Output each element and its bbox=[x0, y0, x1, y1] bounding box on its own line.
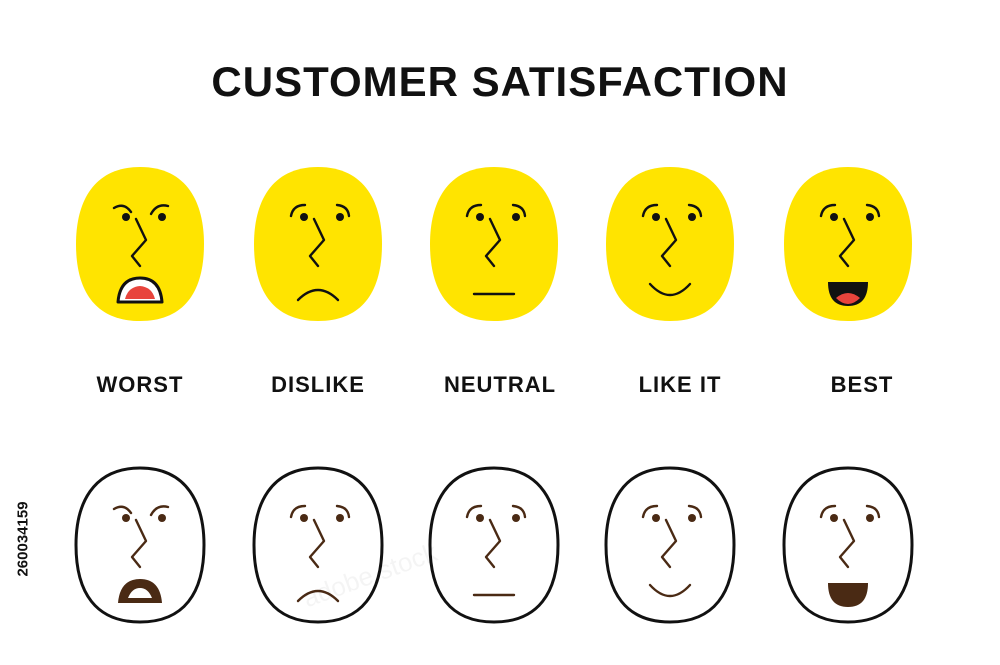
right-eye bbox=[688, 514, 696, 522]
outline-dislike-face-icon bbox=[252, 466, 384, 624]
right-eye bbox=[866, 213, 874, 221]
mouth-smile bbox=[648, 583, 692, 598]
left-brow bbox=[289, 203, 307, 218]
face-head bbox=[430, 167, 558, 321]
face-head bbox=[604, 466, 736, 624]
mouth-teeth bbox=[128, 588, 152, 598]
mouth-open-smile bbox=[828, 583, 868, 607]
right-eye bbox=[866, 514, 874, 522]
nose bbox=[660, 217, 678, 268]
yellow-best-face-icon bbox=[784, 167, 912, 321]
nose bbox=[838, 217, 856, 268]
left-eye bbox=[830, 213, 838, 221]
mouth-tongue bbox=[836, 293, 860, 304]
right-brow bbox=[149, 204, 170, 216]
left-eye bbox=[652, 213, 660, 221]
left-brow bbox=[289, 504, 307, 519]
right-brow bbox=[865, 203, 881, 218]
nose bbox=[130, 217, 148, 268]
face-head bbox=[76, 167, 204, 321]
rating-labels: WORST DISLIKE NEUTRAL LIKE IT BEST bbox=[0, 372, 1000, 402]
left-eye bbox=[122, 514, 130, 522]
rating-label-best: BEST bbox=[830, 372, 894, 397]
left-eye bbox=[830, 514, 838, 522]
left-eye bbox=[300, 514, 308, 522]
right-brow bbox=[511, 504, 527, 519]
outline-neutral-face-icon bbox=[428, 466, 560, 624]
face-head bbox=[74, 466, 206, 624]
face-head bbox=[606, 167, 734, 321]
left-brow bbox=[641, 203, 659, 218]
nose bbox=[838, 518, 856, 569]
left-eye bbox=[652, 514, 660, 522]
right-eye bbox=[158, 213, 166, 221]
right-eye bbox=[336, 213, 344, 221]
right-eye bbox=[688, 213, 696, 221]
mouth-smile bbox=[648, 282, 692, 297]
left-eye bbox=[122, 213, 130, 221]
mouth-tongue bbox=[125, 286, 155, 299]
page-title: CUSTOMER SATISFACTION bbox=[211, 58, 789, 105]
rating-label-worst: WORST bbox=[96, 372, 184, 397]
yellow-like-face-icon bbox=[606, 167, 734, 321]
left-brow bbox=[112, 204, 133, 214]
yellow-worst-face-icon bbox=[76, 167, 204, 321]
nose bbox=[308, 217, 326, 268]
left-brow bbox=[819, 504, 837, 519]
left-brow bbox=[819, 203, 837, 218]
yellow-dislike-face-icon bbox=[254, 167, 382, 321]
left-eye bbox=[476, 213, 484, 221]
left-brow bbox=[465, 203, 483, 218]
rating-label-neutral: NEUTRAL bbox=[443, 372, 557, 397]
face-head bbox=[784, 167, 912, 321]
left-eye bbox=[300, 213, 308, 221]
right-eye bbox=[512, 213, 520, 221]
right-brow bbox=[335, 504, 351, 519]
face-head bbox=[782, 466, 914, 624]
right-eye bbox=[336, 514, 344, 522]
nose bbox=[660, 518, 678, 569]
face-head bbox=[428, 466, 560, 624]
stock-id: 260034159 bbox=[14, 501, 32, 577]
right-brow bbox=[687, 504, 703, 519]
rating-label-dislike: DISLIKE bbox=[271, 372, 365, 397]
outline-worst-face-icon bbox=[74, 466, 206, 624]
right-brow bbox=[511, 203, 527, 218]
right-brow bbox=[149, 505, 170, 517]
rating-label-like-it: LIKE IT bbox=[638, 372, 722, 397]
mouth-frown bbox=[296, 288, 340, 302]
mouth-frown bbox=[296, 589, 340, 603]
left-brow bbox=[112, 505, 133, 515]
right-brow bbox=[865, 504, 881, 519]
right-eye bbox=[512, 514, 520, 522]
right-brow bbox=[335, 203, 351, 218]
face-head bbox=[252, 466, 384, 624]
nose bbox=[484, 217, 502, 268]
face-head bbox=[254, 167, 382, 321]
left-brow bbox=[465, 504, 483, 519]
left-eye bbox=[476, 514, 484, 522]
left-brow bbox=[641, 504, 659, 519]
nose bbox=[484, 518, 502, 569]
yellow-neutral-face-icon bbox=[430, 167, 558, 321]
right-eye bbox=[158, 514, 166, 522]
outline-best-face-icon bbox=[782, 466, 914, 624]
right-brow bbox=[687, 203, 703, 218]
nose bbox=[308, 518, 326, 569]
nose bbox=[130, 518, 148, 569]
outline-like-face-icon bbox=[604, 466, 736, 624]
